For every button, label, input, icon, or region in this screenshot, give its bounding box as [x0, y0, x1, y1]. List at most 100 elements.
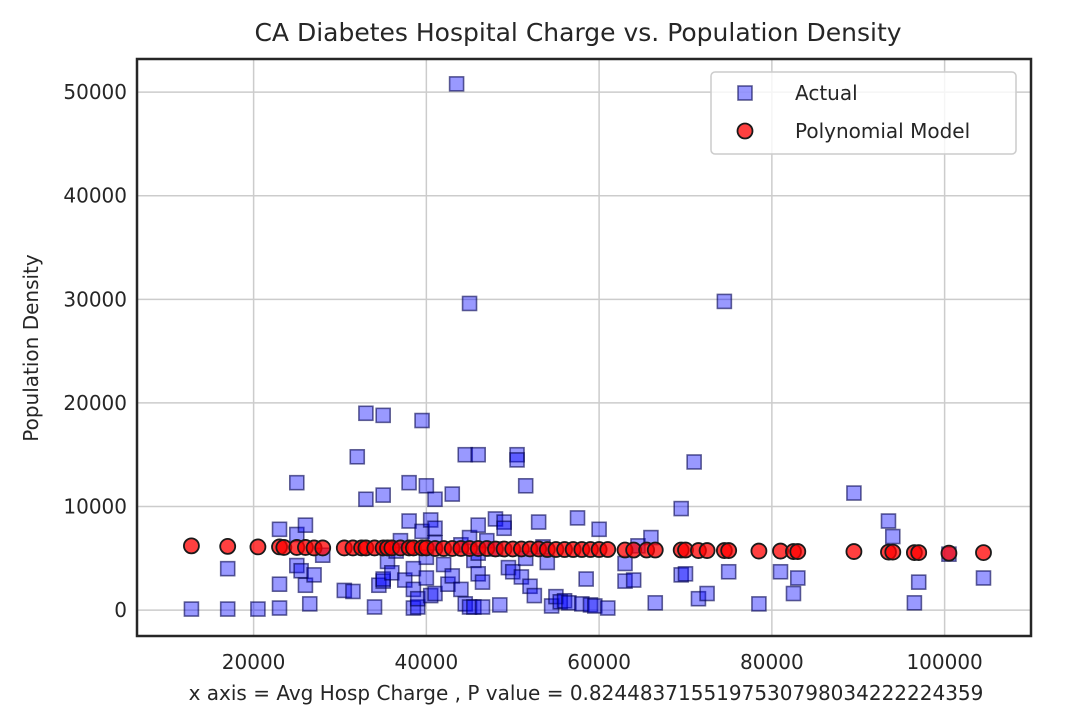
data-point-actual: [250, 601, 266, 617]
data-point-actual: [396, 572, 413, 588]
data-point-actual: [405, 560, 422, 577]
data-point-actual: [440, 576, 456, 593]
data-point-polynomial-model: [910, 544, 928, 562]
legend-marker-polynomial-model: [736, 122, 754, 140]
data-point-actual: [625, 572, 642, 588]
data-point-polynomial-model: [884, 543, 902, 561]
y-axis-label: Population Density: [19, 254, 43, 442]
data-point-actual: [422, 512, 439, 528]
data-point-polynomial-model: [789, 543, 807, 560]
data-point-actual: [673, 500, 689, 517]
data-point-actual: [448, 76, 465, 92]
data-point-actual: [183, 601, 200, 617]
data-point-actual: [910, 574, 927, 590]
data-point-actual: [384, 565, 400, 581]
series-actual: [183, 76, 992, 617]
data-point-polynomial-model: [940, 544, 958, 562]
data-point-actual: [677, 566, 694, 582]
data-point-actual: [574, 596, 590, 612]
data-point-actual: [422, 587, 439, 604]
data-point-actual: [444, 568, 461, 584]
data-point-actual: [496, 520, 512, 537]
legend: Actual Polynomial Model: [710, 71, 1017, 155]
data-point-actual: [686, 454, 702, 470]
data-point-actual: [401, 474, 417, 491]
data-point-actual: [586, 598, 603, 614]
y-tick-label: 0: [114, 598, 127, 622]
data-point-actual: [975, 570, 992, 586]
data-point-polynomial-model: [219, 537, 237, 555]
data-point-actual: [271, 576, 288, 593]
data-point-actual: [552, 594, 569, 610]
data-point-actual: [530, 514, 547, 530]
x-tick-label: 20000: [222, 650, 286, 674]
data-point-actual: [569, 510, 586, 526]
x-axis-ticks: 20000 40000 60000 80000 100000: [222, 650, 983, 674]
data-point-actual: [345, 583, 361, 600]
chart-title: CA Diabetes Hospital Charge vs. Populati…: [254, 18, 901, 47]
data-point-actual: [699, 585, 715, 602]
data-point-actual: [435, 556, 452, 573]
data-point-actual: [617, 573, 633, 589]
data-point-actual: [401, 513, 417, 529]
data-point-actual: [414, 412, 430, 429]
data-point-actual: [293, 562, 309, 579]
data-point-actual: [647, 595, 664, 611]
data-point-actual: [470, 566, 486, 582]
x-tick-label: 80000: [740, 650, 804, 674]
y-axis-ticks: 0 10000 20000 30000 40000 50000: [63, 80, 127, 622]
legend-label-actual: Actual: [795, 81, 858, 105]
data-point-actual: [427, 585, 443, 602]
data-point-actual: [720, 563, 737, 580]
data-point-actual: [772, 563, 789, 580]
data-point-actual: [491, 597, 508, 613]
x-tick-label: 60000: [567, 650, 631, 674]
data-point-actual: [785, 585, 802, 602]
data-point-actual: [789, 570, 806, 586]
data-point-actual: [418, 477, 435, 494]
data-point-actual: [591, 521, 607, 538]
data-point-actual: [673, 567, 689, 583]
legend-marker-actual: [737, 85, 753, 101]
data-point-actual: [846, 485, 862, 501]
data-point-actual: [522, 578, 538, 595]
data-point-actual: [578, 571, 594, 587]
y-tick-label: 20000: [63, 391, 127, 415]
data-point-actual: [409, 590, 426, 607]
data-point-polynomial-model: [720, 542, 738, 559]
data-point-actual: [405, 581, 422, 598]
data-point-polynomial-model: [845, 543, 863, 560]
data-point-actual: [414, 523, 430, 540]
data-point-polynomial-model: [249, 538, 267, 556]
data-point-actual: [219, 601, 236, 617]
data-point-actual: [716, 293, 733, 310]
data-point-actual: [288, 557, 305, 574]
data-point-actual: [474, 574, 491, 590]
data-point-actual: [297, 517, 314, 533]
data-point-actual: [884, 528, 901, 545]
data-point-actual: [504, 563, 521, 580]
legend-label-polynomial-model: Polynomial Model: [795, 119, 970, 143]
data-point-actual: [906, 595, 923, 611]
data-point-actual: [336, 582, 353, 599]
data-point-actual: [366, 599, 383, 615]
data-point-polynomial-model: [646, 541, 664, 559]
y-tick-label: 10000: [63, 495, 127, 519]
data-point-actual: [349, 448, 366, 465]
data-point-actual: [561, 595, 577, 611]
data-point-polynomial-model: [975, 544, 992, 562]
data-point-actual: [306, 567, 322, 583]
data-point-actual: [526, 587, 543, 604]
data-point-actual: [271, 600, 288, 616]
data-point-actual: [751, 596, 767, 612]
data-point-actual: [582, 597, 599, 613]
x-tick-label: 100000: [906, 650, 982, 674]
data-point-actual: [509, 452, 525, 468]
data-point-actual: [470, 517, 486, 533]
data-point-actual: [375, 407, 391, 424]
y-tick-label: 50000: [63, 80, 127, 104]
data-point-actual: [470, 446, 486, 463]
data-point-actual: [466, 599, 482, 615]
data-point-actual: [556, 592, 573, 609]
data-point-actual: [219, 560, 236, 577]
